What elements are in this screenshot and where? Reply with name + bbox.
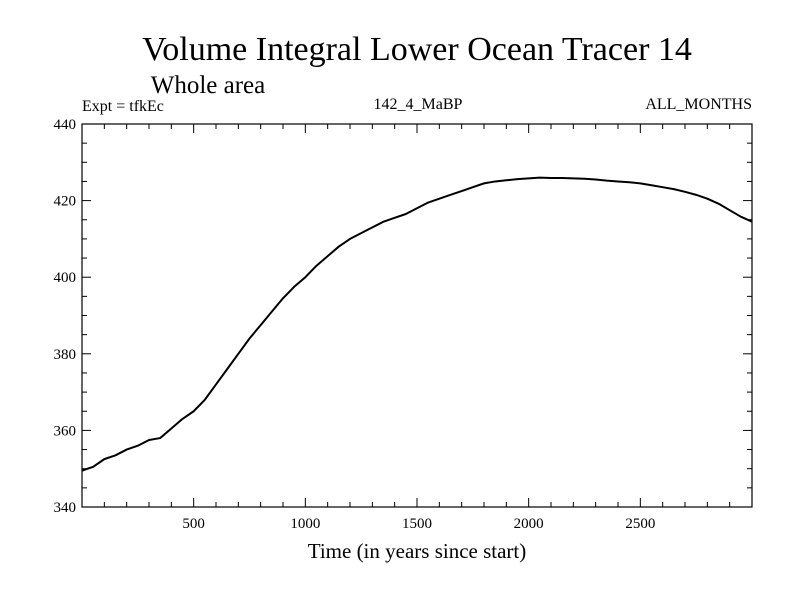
y-tick-label: 380 [54, 347, 77, 363]
chart-subtitle: Whole area [151, 72, 266, 99]
y-tick-label: 400 [54, 270, 77, 286]
y-tick-label: 360 [54, 423, 77, 439]
x-tick-label: 2500 [625, 516, 655, 532]
y-tick-label: 340 [54, 500, 77, 516]
plot-frame [81, 123, 753, 508]
x-tick-label: 1000 [290, 516, 320, 532]
experiment-label: Expt = tfkEc [82, 98, 164, 115]
x-tick-label: 2000 [514, 516, 544, 532]
x-axis: 500 1000 1500 2000 2500 [103, 124, 731, 532]
series-line [81, 176, 753, 472]
y-axis: 340 360 380 400 420 440 [54, 117, 752, 516]
chart-title: Volume Integral Lower Ocean Tracer 14 [142, 31, 692, 68]
x-tick-label: 1500 [402, 516, 432, 532]
y-tick-label: 440 [54, 117, 77, 133]
months-label: ALL_MONTHS [645, 96, 752, 113]
x-tick-label: 500 [182, 516, 205, 532]
period-label: 142_4_MaBP [374, 96, 463, 113]
x-axis-label: Time (in years since start) [308, 539, 527, 563]
y-tick-label: 420 [54, 194, 77, 210]
